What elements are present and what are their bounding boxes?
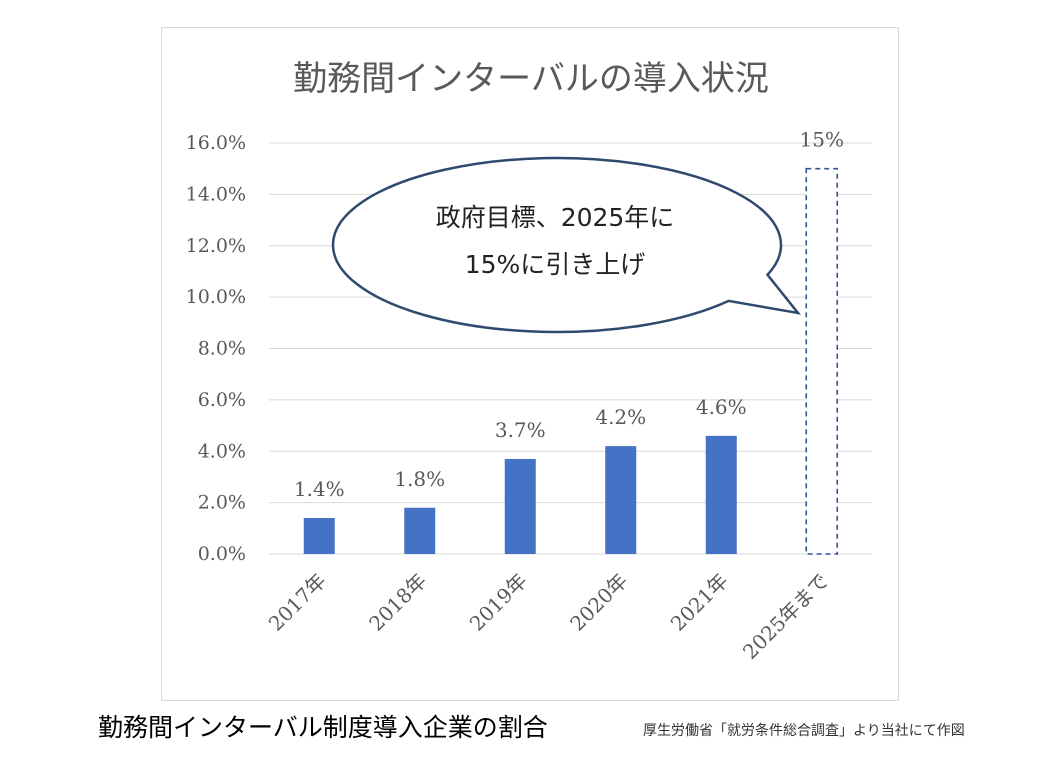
callout-text: 15%に引き上げ (465, 250, 646, 279)
x-tick-label: 2019年 (465, 569, 532, 636)
y-tick-label: 16.0% (186, 132, 246, 154)
data-label: 1.4% (294, 477, 345, 501)
callout-bubble (331, 156, 802, 334)
bar (303, 518, 335, 554)
data-label: 15% (800, 128, 844, 152)
x-tick-label: 2020年 (565, 569, 632, 636)
data-label: 4.6% (696, 395, 747, 419)
bar (404, 507, 436, 554)
data-label: 1.8% (394, 467, 445, 491)
x-tick-label: 2025年まで (738, 569, 833, 664)
chart-frame: 勤務間インターバルの導入状況 0.0% 2.0% 4.0% 6.0% 8.0% 10.0% 1… (161, 27, 899, 701)
y-tick-label: 10.0% (186, 286, 246, 308)
bar (504, 458, 536, 554)
data-label: 3.7% (495, 418, 546, 442)
y-tick-label: 0.0% (198, 543, 246, 565)
y-tick-label: 4.0% (198, 440, 246, 462)
x-tick-label: 2021年 (666, 569, 733, 636)
bar (705, 435, 737, 554)
data-label: 4.2% (595, 405, 646, 429)
x-tick-label: 2017年 (264, 569, 331, 636)
x-tick-label: 2018年 (364, 569, 431, 636)
callout-text: 政府目標、2025年に (436, 203, 675, 232)
source-note: 厚生労働省「就労条件総合調査」より当社にて作図 (643, 723, 965, 739)
bar (605, 446, 637, 554)
bar-chart: 勤務間インターバルの導入状況 0.0% 2.0% 4.0% 6.0% 8.0% 10.0% 1… (186, 59, 872, 664)
chart-title: 勤務間インターバルの導入状況 (293, 59, 769, 99)
y-tick-label: 8.0% (198, 338, 246, 360)
y-tick-label: 14.0% (186, 183, 246, 205)
bar-target (805, 167, 839, 555)
y-tick-label: 6.0% (198, 389, 246, 411)
chart-caption: 勤務間インターバル制度導入企業の割合 (98, 713, 548, 742)
y-tick-label: 12.0% (186, 235, 246, 257)
y-tick-label: 2.0% (198, 492, 246, 514)
